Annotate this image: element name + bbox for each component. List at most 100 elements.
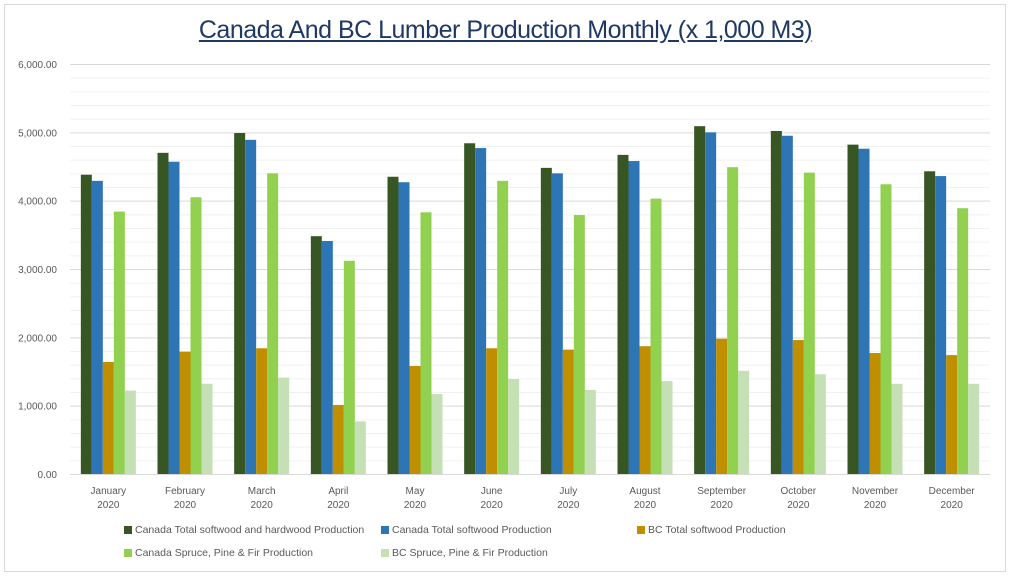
y-tick-label: 4,000.00 [18, 197, 57, 208]
bar [551, 173, 563, 475]
bar [431, 394, 443, 474]
bar [847, 144, 859, 474]
x-tick-label: 2020 [787, 500, 810, 511]
y-axis-ticks: 0.00 1,000.00 2,000.00 3,000.00 4,000.00 5,00… [18, 60, 57, 481]
x-tick-label: 2020 [97, 500, 120, 511]
bar [387, 176, 399, 474]
bar [310, 236, 322, 474]
bar [124, 390, 136, 474]
y-tick-label: 1,000.00 [18, 402, 57, 413]
x-tick-label: 2020 [481, 500, 504, 511]
x-tick-label: 2020 [404, 500, 427, 511]
x-tick-label: February [165, 486, 205, 497]
bar [398, 182, 410, 474]
bar [332, 404, 344, 474]
legend-item: Canada Total softwood and hardwood Produ… [124, 524, 364, 536]
gridlines [70, 64, 990, 475]
legend-label: Canada Total softwood Production [392, 524, 552, 536]
x-tick-label: June [481, 486, 503, 497]
bars [80, 126, 980, 475]
bar [880, 184, 892, 474]
x-tick-label: 2020 [634, 500, 657, 511]
x-tick-label: May [406, 486, 425, 497]
bar [321, 240, 333, 474]
bar [102, 361, 114, 474]
bar [957, 208, 969, 474]
bar [694, 126, 706, 474]
bar [343, 260, 355, 474]
legend-label: Canada Spruce, Pine & Fir Production [135, 547, 314, 559]
legend-item: Canada Total softwood Production [381, 524, 552, 536]
legend-item: Canada Spruce, Pine & Fir Production [124, 547, 313, 559]
bar [113, 211, 125, 474]
bar [179, 351, 191, 474]
bar [738, 370, 750, 474]
legend-swatch [124, 526, 132, 534]
legend-swatch [381, 526, 389, 534]
bar [245, 139, 257, 474]
bar [650, 198, 662, 474]
x-tick-label: November [852, 486, 899, 497]
bar [267, 173, 279, 475]
legend-swatch [637, 526, 645, 534]
bar [869, 353, 881, 474]
bar [486, 348, 498, 474]
bar [573, 215, 585, 474]
legend-item: BC Total softwood Production [637, 524, 786, 536]
x-tick-label: October [781, 486, 817, 497]
bar [792, 340, 804, 474]
bar [409, 366, 421, 474]
bar [234, 133, 246, 474]
legend-swatch [381, 549, 389, 557]
bar [935, 176, 947, 475]
bar [190, 197, 202, 474]
bar [201, 383, 213, 474]
bar [770, 130, 782, 474]
bar [475, 148, 487, 475]
y-tick-label: 0.00 [38, 470, 58, 481]
legend-label: BC Total softwood Production [648, 524, 786, 536]
bar [639, 346, 651, 474]
bar [705, 132, 717, 475]
x-tick-label: 2020 [941, 500, 964, 511]
bar [540, 167, 552, 474]
x-tick-label: 2020 [864, 500, 887, 511]
bar [80, 174, 92, 474]
bar [891, 383, 903, 474]
x-tick-label: December [929, 486, 976, 497]
bar [617, 154, 629, 474]
x-tick-label: 2020 [251, 500, 274, 511]
bar [584, 389, 596, 474]
y-tick-label: 6,000.00 [18, 60, 57, 71]
bar [157, 152, 169, 475]
y-tick-label: 3,000.00 [18, 265, 57, 276]
legend-swatch [124, 549, 132, 557]
x-tick-label: 2020 [327, 500, 350, 511]
x-tick-label: August [629, 486, 660, 497]
bar [814, 374, 826, 474]
bar [508, 379, 520, 474]
y-tick-label: 2,000.00 [18, 333, 57, 344]
bar [497, 180, 509, 474]
bar [858, 148, 870, 474]
x-tick-label: 2020 [557, 500, 580, 511]
bar [716, 338, 728, 474]
x-tick-label: 2020 [711, 500, 734, 511]
bar [628, 161, 640, 475]
bar [420, 212, 432, 475]
bar [278, 377, 290, 474]
x-tick-label: September [697, 486, 747, 497]
bar [562, 349, 574, 474]
bar [354, 421, 366, 474]
bar [256, 348, 268, 474]
x-tick-label: January [91, 486, 127, 497]
bar [168, 161, 180, 474]
x-tick-label: 2020 [174, 500, 197, 511]
bar [968, 383, 980, 474]
x-tick-label: July [559, 486, 577, 497]
bar [803, 172, 815, 474]
bar [464, 143, 476, 474]
x-axis-ticks: January 2020 February 2020 March 2020 April 202… [91, 486, 976, 511]
chart-title: Canada And BC Lumber Production Monthly … [198, 16, 813, 44]
